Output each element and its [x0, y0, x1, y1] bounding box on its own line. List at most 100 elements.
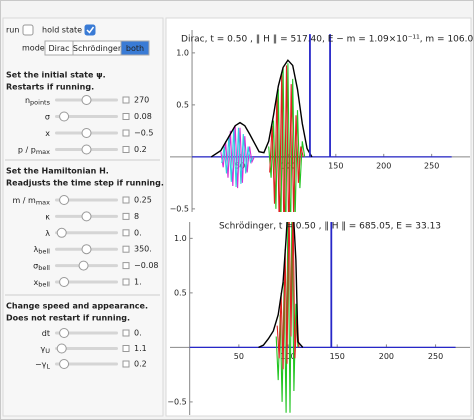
slider-thumb[interactable] [81, 244, 92, 255]
slider-track [55, 331, 118, 335]
slider-track [55, 231, 118, 235]
slider-value: 0.25 [134, 196, 152, 205]
slider-value: 0. [134, 329, 142, 338]
slider-expand[interactable] [122, 212, 130, 220]
slider-expand[interactable] [122, 278, 130, 286]
slider-value: 1. [134, 278, 142, 287]
slider-label: σbell [33, 261, 50, 272]
slider-label-main: x [34, 278, 39, 287]
slider-track [55, 362, 118, 366]
slider-expand[interactable] [122, 129, 130, 137]
slider-label-sub: max [36, 199, 50, 207]
series-line [220, 125, 255, 189]
slider-thumb[interactable] [81, 144, 92, 155]
slider-expand[interactable] [122, 229, 130, 237]
section-heading: Change speed and appearance. [6, 302, 148, 311]
slider-label-sub: bell [38, 264, 50, 272]
slider-thumb[interactable] [81, 95, 92, 105]
x-tick-label: 200 [379, 352, 394, 361]
plot-title: Schrödinger, t = 0.50 , ‖ H ‖ = 685.05, … [219, 222, 441, 232]
slider-thumb[interactable] [81, 211, 92, 222]
slider-label-main: σ [33, 261, 38, 270]
mode-option: both [126, 44, 144, 53]
slider-label-sub: max [36, 148, 50, 156]
run-checkbox[interactable] [22, 24, 34, 36]
slider-expand[interactable] [122, 146, 130, 153]
slider-track [55, 347, 118, 350]
slider-label: κ [45, 212, 50, 221]
slider-expand[interactable] [122, 360, 130, 368]
slider-track [55, 198, 118, 202]
series-line [258, 222, 304, 349]
section-heading: Set the Hamiltonian H. [6, 167, 109, 176]
slider-label: −γL [35, 360, 50, 371]
y-tick-label: 1.0 [176, 48, 189, 57]
slider-expand[interactable] [122, 196, 130, 204]
slider-label: p / pmax [18, 145, 50, 156]
slider-label-sub: U [45, 347, 50, 355]
y-tick-label: 1.0 [174, 234, 187, 243]
slider-thumb[interactable] [81, 128, 92, 138]
slider-value: 1.1 [134, 344, 147, 353]
y-tick-label: 0.5 [174, 288, 187, 297]
y-tick-label: −0.5 [170, 204, 189, 213]
slider-label-sub: bell [38, 281, 50, 289]
section-heading: Readjusts the time step if running. [6, 179, 164, 188]
series-line [210, 59, 313, 158]
series-line [268, 63, 306, 212]
slider-expand[interactable] [122, 329, 130, 337]
x-tick-label: 150 [328, 161, 343, 170]
slider-value: 350. [134, 245, 152, 254]
slider-expand[interactable] [122, 113, 130, 120]
plot-panel [165, 17, 472, 417]
slider-value: 270 [134, 96, 149, 105]
slider-label-sub: L [46, 363, 50, 371]
slider-thumb[interactable] [59, 277, 70, 287]
y-tick-label: −0.5 [167, 397, 186, 406]
slider-label: npoints [25, 96, 51, 107]
hold-state-label: hold state [42, 26, 82, 35]
mode-button[interactable] [120, 40, 150, 56]
slider-label-main: n [25, 96, 30, 105]
slider-expand[interactable] [122, 262, 130, 270]
x-tick-label: 250 [428, 352, 443, 361]
slider-thumb[interactable] [59, 359, 70, 369]
slider-label-main: p / p [18, 145, 36, 154]
mode-option: Dirac [49, 44, 70, 53]
slider-label: m / mmax [12, 196, 50, 207]
slider-label-main: x [45, 129, 50, 138]
x-tick-label: 200 [376, 161, 391, 170]
plot-title: Dirac, t = 0.50 , ‖ H ‖ = 517.40, E − m … [181, 35, 474, 45]
slider-value: 0. [134, 228, 142, 237]
slider-label-sub: bell [38, 248, 50, 256]
series-line [276, 222, 300, 370]
slider-expand[interactable] [122, 345, 130, 352]
hold-checkbox[interactable] [84, 24, 96, 36]
slider-thumb[interactable] [56, 227, 67, 238]
slider-thumb[interactable] [59, 195, 70, 205]
slider-expand[interactable] [122, 245, 130, 253]
plot-area [189, 222, 456, 413]
section-heading: Set the initial state ψ. [6, 71, 106, 80]
slider-label-main: λ [45, 228, 50, 237]
slider-label-sub: points [30, 99, 51, 107]
slider-thumb[interactable] [56, 343, 67, 354]
slider-thumb[interactable] [59, 111, 70, 122]
slider-track [55, 115, 118, 118]
slider-label-main: −γ [35, 360, 47, 369]
slider-value: −0.08 [134, 261, 159, 270]
slider-thumb[interactable] [78, 260, 89, 271]
slider-value: 0.2 [134, 360, 147, 369]
slider-label: x [45, 129, 50, 138]
slider-label-main: γ [41, 344, 46, 353]
slider-thumb[interactable] [59, 328, 70, 338]
mode-label: mode [22, 44, 45, 53]
run-label: run [6, 26, 19, 35]
slider-label: dt [42, 329, 50, 338]
x-tick-label: 100 [280, 352, 295, 361]
slider-expand[interactable] [122, 96, 130, 104]
section-heading: Does not restart if running. [6, 314, 130, 323]
section-heading: Restarts if running. [6, 83, 94, 92]
slider-label-main: λ [34, 245, 39, 254]
